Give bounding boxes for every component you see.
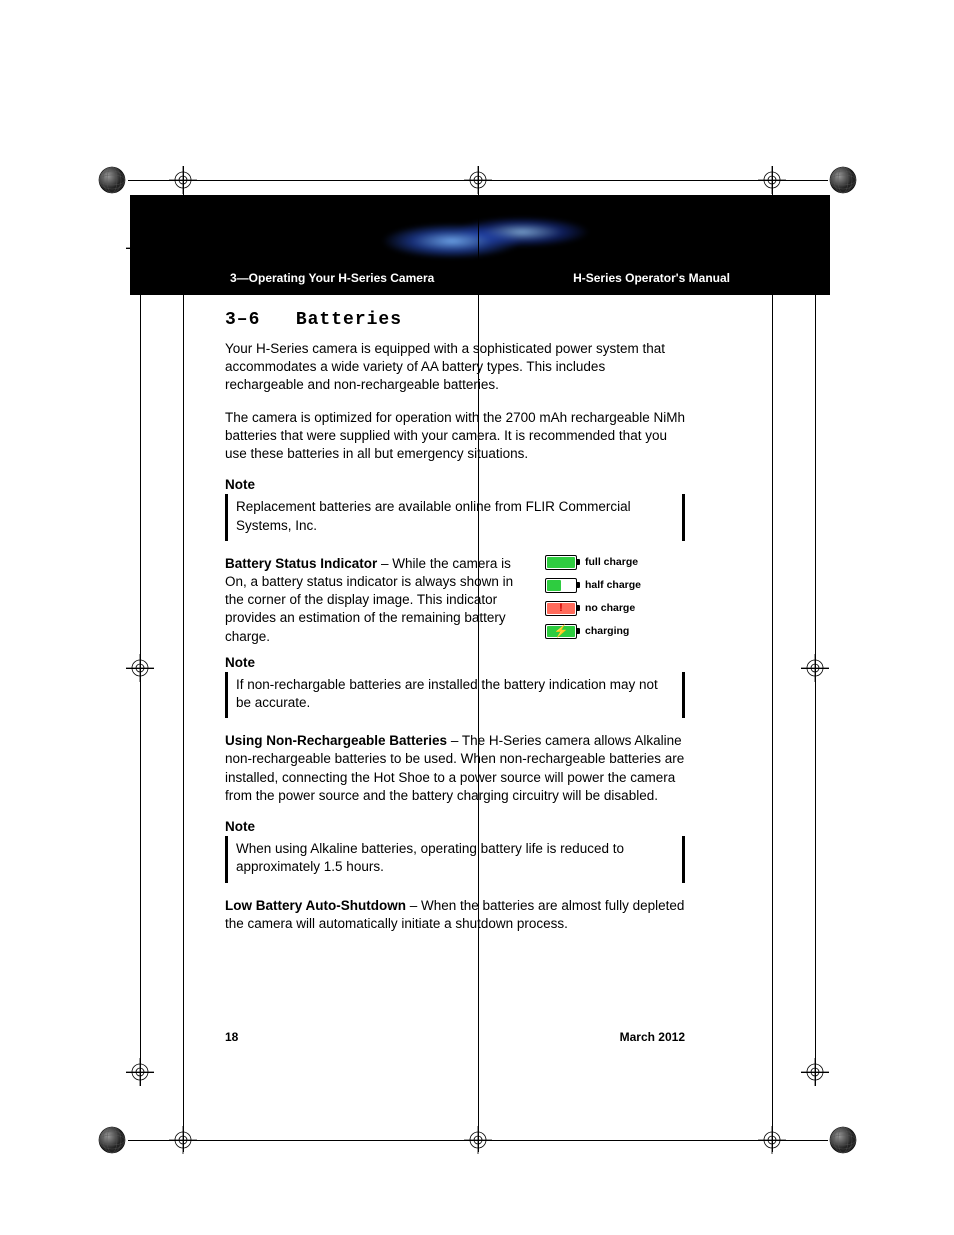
corner-ball-mark xyxy=(97,1125,127,1155)
fill: ⚡ xyxy=(547,626,575,637)
reg-line xyxy=(801,668,829,669)
legend-charging-label: charging xyxy=(585,625,629,637)
reg-line xyxy=(772,166,773,1152)
page-number: 18 xyxy=(225,1030,238,1044)
corner-ball-mark xyxy=(828,165,858,195)
reg-line xyxy=(801,1072,829,1073)
fill: ! xyxy=(547,603,575,614)
reg-line xyxy=(478,166,479,1152)
section-title-text: Batteries xyxy=(296,310,402,330)
note-2-label: Note xyxy=(225,655,685,670)
battery-half-icon xyxy=(545,578,577,593)
note-2-body: If non-rechargable batteries are install… xyxy=(225,672,685,718)
reg-line xyxy=(126,1072,154,1073)
reg-line xyxy=(126,668,154,669)
corner-ball-mark xyxy=(828,1125,858,1155)
section-number: 3–6 xyxy=(225,310,260,330)
legend-none-label: no charge xyxy=(585,602,635,614)
reg-line xyxy=(140,234,141,1086)
header-cloud-graphic xyxy=(340,205,620,265)
legend-full-label: full charge xyxy=(585,556,638,568)
footer-date: March 2012 xyxy=(620,1030,685,1044)
fill xyxy=(547,580,561,591)
autoshutdown-para: Low Battery Auto-Shutdown – When the bat… xyxy=(225,897,685,933)
battery-status-row: Battery Status Indicator – While the cam… xyxy=(225,555,685,647)
fill xyxy=(547,557,575,568)
nonrecharge-para: Using Non-Rechargeable Batteries – The H… xyxy=(225,732,685,805)
note-1-body: Replacement batteries are available onli… xyxy=(225,494,685,540)
battery-none-icon: ! xyxy=(545,601,577,616)
battery-charging-icon: ⚡ xyxy=(545,624,577,639)
reg-line xyxy=(183,166,184,1152)
reg-line xyxy=(801,248,829,249)
note-1-label: Note xyxy=(225,477,685,492)
legend-half-label: half charge xyxy=(585,579,641,591)
battery-legend: full charge half charge ! no charge ⚡ ch… xyxy=(545,555,685,647)
header-manual-title: H-Series Operator's Manual xyxy=(573,271,730,285)
reg-line xyxy=(815,234,816,1086)
note-3-body: When using Alkaline batteries, operating… xyxy=(225,836,685,882)
page-footer: 18 March 2012 xyxy=(225,1030,685,1044)
battery-status-text: Battery Status Indicator – While the cam… xyxy=(225,555,525,647)
page-content: 3–6 Batteries Your H-Series camera is eq… xyxy=(225,310,685,947)
autoshutdown-lead: Low Battery Auto-Shutdown xyxy=(225,898,406,913)
legend-charging: ⚡ charging xyxy=(545,624,685,639)
header-banner: 3—Operating Your H-Series Camera H-Serie… xyxy=(130,195,830,295)
corner-ball-mark xyxy=(97,165,127,195)
battery-full-icon xyxy=(545,555,577,570)
legend-half: half charge xyxy=(545,578,685,593)
intro-para-2: The camera is optimized for operation wi… xyxy=(225,409,685,464)
legend-none: ! no charge xyxy=(545,601,685,616)
battery-status-lead: Battery Status Indicator xyxy=(225,556,377,571)
nonrecharge-lead: Using Non-Rechargeable Batteries xyxy=(225,733,451,748)
note-3-label: Note xyxy=(225,819,685,834)
section-heading: 3–6 Batteries xyxy=(225,310,685,330)
intro-para-1: Your H-Series camera is equipped with a … xyxy=(225,340,685,395)
reg-line xyxy=(126,248,154,249)
header-chapter: 3—Operating Your H-Series Camera xyxy=(230,271,434,285)
legend-full: full charge xyxy=(545,555,685,570)
